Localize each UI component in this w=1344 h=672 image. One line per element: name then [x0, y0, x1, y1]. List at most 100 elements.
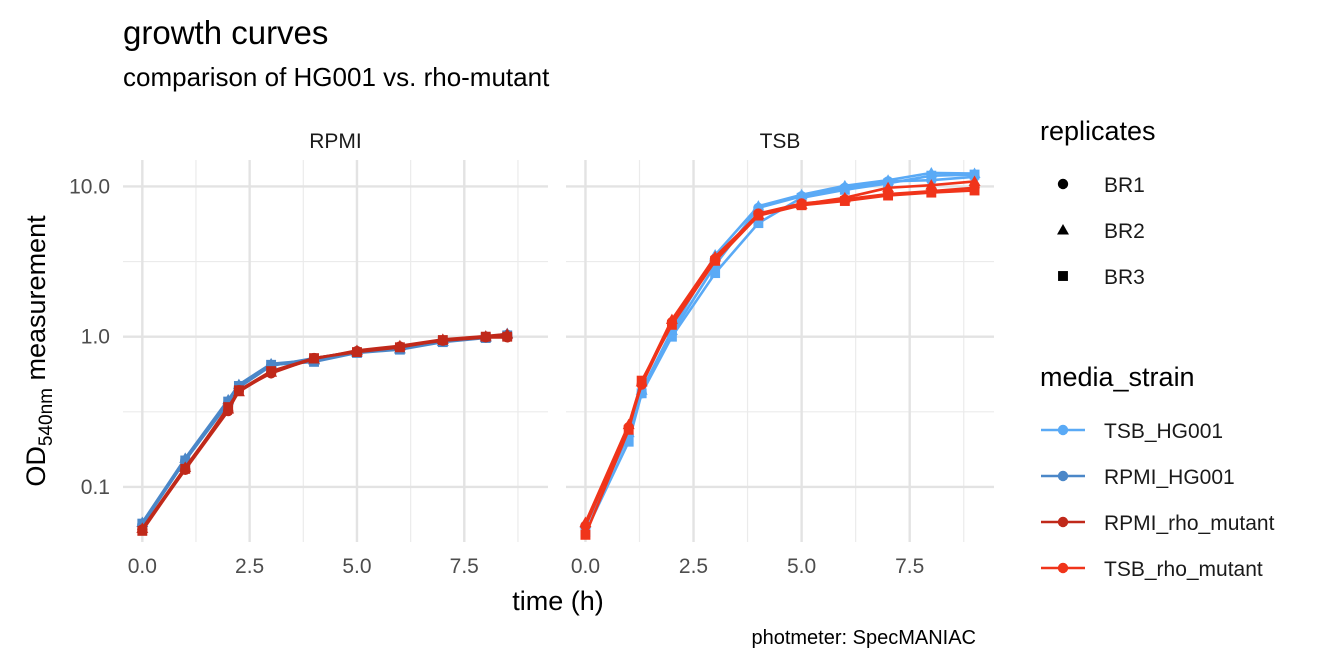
legend-key-point: [1057, 470, 1069, 482]
legend-label: TSB_rho_mutant: [1104, 558, 1263, 581]
series-line: [584, 173, 975, 533]
series-line: [141, 334, 508, 525]
x-tick-label: 2.5: [235, 555, 264, 578]
data-point: [796, 200, 807, 211]
data-point: [636, 388, 647, 399]
data-point: [969, 169, 980, 180]
legend-item-rpmi-rho-mutant: RPMI_rho_mutant: [1041, 512, 1275, 535]
series-line: [584, 189, 975, 536]
series-rpmi-rho-mutant-br3: [137, 331, 513, 536]
legend-key-point: [1057, 516, 1069, 528]
y-tick-label: 10.0: [69, 175, 110, 198]
data-point: [623, 424, 634, 435]
legend-item-br3: BR3: [1058, 266, 1145, 289]
data-point: [839, 184, 850, 195]
x-tick-label: 0.0: [571, 555, 600, 578]
series-tsb-rho-mutant-br3: [580, 185, 980, 540]
legend-item-br2: BR2: [1057, 220, 1145, 243]
legend-replicates: replicates BR1 BR2 BR3: [1040, 116, 1156, 289]
legend-item-br1: BR1: [1057, 174, 1145, 197]
chart-caption: photmeter: SpecMANIAC: [751, 627, 976, 649]
x-tick-label: 7.5: [450, 555, 479, 578]
series-line: [584, 171, 975, 525]
y-tick-label: 0.1: [81, 476, 110, 499]
y-axis-title: OD540nm measurement: [21, 215, 57, 487]
series-line: [141, 335, 508, 532]
facet-strip-label: TSB: [760, 130, 801, 153]
legend-key-triangle: [1057, 224, 1069, 235]
data-point: [180, 463, 191, 474]
x-axis-title: time (h): [512, 586, 604, 616]
series-line: [584, 180, 975, 524]
x-tick-label: 5.0: [787, 555, 816, 578]
data-point: [666, 319, 677, 330]
series-line: [584, 186, 975, 527]
series-line: [141, 333, 508, 526]
series-tsb-rho-mutant-br1: [580, 182, 980, 532]
series-rpmi-rho-mutant-br1: [137, 332, 513, 535]
data-point: [666, 331, 677, 342]
series-rpmi-hg001-br3: [137, 330, 513, 529]
chart-title: growth curves: [123, 14, 329, 51]
legend-label: TSB_HG001: [1104, 420, 1223, 443]
data-point: [796, 192, 807, 203]
legend-item-rpmi-hg001: RPMI_HG001: [1041, 466, 1235, 489]
data-point: [926, 187, 937, 198]
legend-title-replicates: replicates: [1040, 116, 1156, 146]
legend-label: RPMI_rho_mutant: [1104, 512, 1275, 535]
legend-label: RPMI_HG001: [1104, 466, 1235, 489]
series-line: [584, 175, 975, 527]
data-point: [926, 170, 937, 181]
data-point: [223, 402, 234, 413]
data-point: [352, 347, 362, 358]
data-point: [710, 255, 721, 266]
series-line: [141, 332, 508, 530]
data-point: [623, 436, 634, 447]
data-point: [266, 366, 277, 377]
data-point: [480, 331, 491, 342]
y-tick-label: 1.0: [81, 326, 110, 349]
chart-subtitle: comparison of HG001 vs. rho-mutant: [123, 62, 550, 92]
data-point: [969, 185, 980, 196]
data-point: [223, 396, 234, 407]
x-tick-label: 0.0: [128, 555, 157, 578]
facet-strip-label: RPMI: [309, 130, 362, 153]
data-point: [925, 179, 938, 190]
x-tick-label: 7.5: [895, 555, 924, 578]
data-point: [437, 335, 448, 345]
data-point: [394, 342, 405, 353]
data-point: [233, 385, 244, 396]
data-point: [636, 375, 647, 386]
legend-title-media-strain: media_strain: [1040, 362, 1195, 392]
data-point: [883, 190, 894, 201]
legend-key-point: [1057, 562, 1069, 574]
data-point: [882, 181, 895, 193]
legend-key-square: [1058, 271, 1068, 281]
data-point: [137, 525, 148, 536]
legend-item-tsb-hg001: TSB_HG001: [1041, 420, 1223, 443]
data-point: [266, 359, 277, 370]
x-tick-label: 2.5: [679, 555, 708, 578]
series-line: [141, 336, 508, 531]
data-point: [309, 353, 319, 364]
legend-label: BR2: [1104, 220, 1145, 243]
data-point: [710, 268, 721, 279]
legend-key-circle: [1057, 178, 1069, 190]
data-point: [753, 218, 764, 229]
data-point: [752, 200, 765, 211]
data-point: [968, 175, 981, 186]
series-tsb-hg001-br3: [580, 169, 980, 538]
series-tsb-hg001-br1: [580, 171, 980, 532]
legend-label: BR3: [1104, 266, 1145, 289]
data-point: [180, 455, 191, 466]
legend-media-strain: media_strain TSB_HG001 RPMI_HG001 RPMI_rho_…: [1040, 362, 1275, 581]
data-point: [839, 196, 850, 206]
legend-item-tsb-rho-mutant: TSB_rho_mutant: [1041, 558, 1263, 581]
data-point: [580, 529, 591, 540]
data-point: [502, 331, 513, 342]
legend-key-point: [1057, 424, 1069, 436]
series-line: [141, 332, 508, 524]
legend-label: BR1: [1104, 174, 1145, 197]
x-tick-label: 5.0: [342, 555, 371, 578]
